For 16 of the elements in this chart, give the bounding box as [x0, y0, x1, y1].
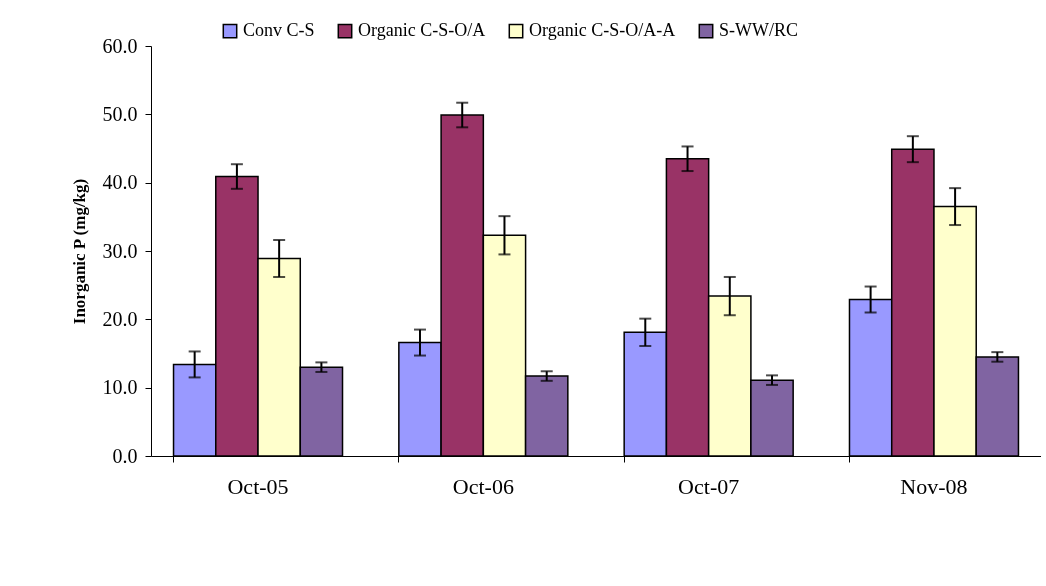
legend-label: Organic C-S-O/A-A	[529, 20, 676, 41]
legend-label: Organic C-S-O/A	[358, 20, 486, 41]
y-axis-title: Inorganic P (mg/kg)	[69, 178, 89, 325]
x-tick-label: Oct-06	[452, 473, 514, 499]
legend-label: Conv C-S	[243, 20, 315, 41]
y-tick-label: 10.0	[102, 376, 138, 399]
y-tick-label: 40.0	[102, 171, 138, 194]
y-tick-label: 50.0	[102, 102, 138, 125]
y-tick-label: 0.0	[112, 444, 138, 467]
legend-label: S-WW/RC	[719, 20, 798, 41]
x-tick-label: Nov-08	[900, 473, 968, 499]
y-tick-label: 60.0	[102, 34, 138, 57]
y-tick-label: 30.0	[102, 239, 138, 262]
y-tick-label: 20.0	[102, 307, 138, 330]
x-tick-label: Oct-07	[678, 473, 740, 499]
x-tick-label: Oct-05	[227, 473, 289, 499]
